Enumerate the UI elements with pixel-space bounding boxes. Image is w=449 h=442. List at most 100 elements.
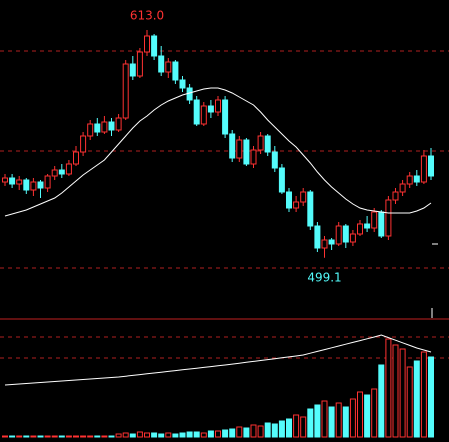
volume-bar [321,400,328,438]
candle-body [51,169,58,177]
volume-bar [158,433,165,438]
candle-body [321,239,328,249]
candle-body [136,51,143,77]
volume-bar [428,356,434,438]
volume-bar [342,406,349,438]
volume-bar [136,431,143,438]
volume-bar [378,364,385,438]
candle-body [122,63,129,119]
volume-bar [349,398,356,438]
candle-body [385,199,392,237]
volume-bar [278,420,285,438]
candle-body [87,123,94,137]
candle-body [349,233,356,243]
candle-body [37,181,44,189]
volume-bar [30,435,37,438]
candle-body [144,35,150,53]
candle-body [236,139,243,159]
candle-body [16,179,23,185]
volume-bar [51,435,58,438]
volume-bar [399,348,406,438]
candle-body [9,177,16,185]
candle-body [2,177,8,183]
candle-body [371,211,378,229]
volume-bar [229,428,236,438]
candle-body [286,191,292,209]
candle-body [314,225,321,249]
volume-bar [193,431,200,438]
volume-bar [165,432,172,438]
volume-bar [73,435,79,438]
volume-bar [257,425,264,438]
candle-body [158,55,165,73]
volume-bar [271,423,278,438]
volume-bar [144,432,150,438]
volume-bar [9,435,16,438]
volume-bar [236,426,243,438]
candle-body [151,35,158,57]
candle-body [342,225,349,243]
volume-bar [371,388,378,438]
candle-body [300,191,307,203]
candle-body [215,99,221,113]
volume-bar [80,435,87,438]
volume-bar [207,430,214,438]
volume-bar [222,429,229,438]
candle-body [229,133,236,159]
volume-bar [328,406,335,438]
volume-bar [314,404,321,438]
candle-body [115,117,122,131]
candle-body [108,121,115,131]
volume-bar [392,344,399,438]
candle-body [250,149,257,165]
volume-bar [250,424,257,438]
candle-body [30,181,37,191]
candle-body [165,61,172,73]
volume-bar [420,351,427,438]
candle-body [222,99,229,135]
candle-body [399,183,406,193]
candle-body [243,139,250,165]
candle-body [378,211,385,237]
volume-bar [65,435,72,438]
candle-body [80,135,87,153]
candle-body [307,191,314,227]
volume-bar [357,391,363,438]
volume-bar [200,432,207,438]
candle-body [420,155,427,183]
volume-bar [172,433,179,438]
volume-bar [406,366,413,438]
volume-bar [37,435,44,438]
volume-bar [300,416,307,438]
candle-body [94,123,101,133]
volume-bar [413,360,420,438]
volume-bar [151,432,158,438]
extreme-label: 613.0 [130,9,164,23]
volume-bar [16,435,23,438]
candle-body [207,105,214,113]
volume-bar [215,430,221,438]
volume-bar [87,435,94,438]
volume-bar [335,402,342,438]
candle-body [335,225,342,245]
volume-bar [129,433,136,438]
candle-body [357,223,363,235]
candle-body [23,179,30,191]
volume-bar [58,435,65,438]
candle-body [328,239,335,245]
volume-bar [115,433,122,438]
candle-body [257,135,264,151]
candle-body [193,99,200,125]
candle-body [200,105,207,125]
candle-body [406,175,413,185]
candle-body [392,191,399,201]
volume-ma-line [4,334,432,386]
volume-bar [108,435,115,438]
candle-body [364,223,371,229]
volume-bar [264,422,271,438]
candle-body [278,167,285,193]
volume-bar [101,435,108,438]
extreme-label: 499.1 [307,270,341,284]
candle-body [293,201,300,209]
